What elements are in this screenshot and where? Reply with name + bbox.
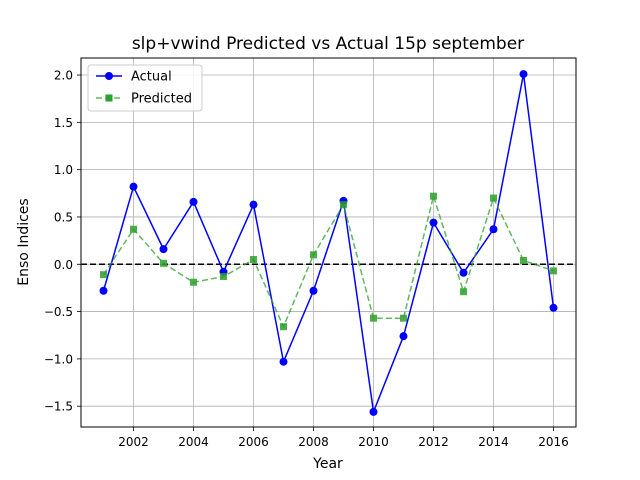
predicted-point	[100, 271, 107, 279]
x-tick-label: 2008	[298, 435, 329, 449]
actual-point	[99, 286, 108, 295]
x-tick-label: 2010	[358, 435, 389, 449]
y-tick-label: 1.5	[54, 116, 73, 130]
actual-point	[129, 182, 138, 191]
predicted-series	[100, 192, 557, 331]
actual-point	[489, 225, 498, 234]
x-tick-label: 2004	[178, 435, 209, 449]
y-tick-label: 0.0	[54, 258, 73, 272]
series-layer	[99, 70, 558, 416]
y-tick-label: −1.0	[44, 352, 73, 366]
x-tick-label: 2006	[238, 435, 269, 449]
legend-actual-marker	[105, 72, 113, 80]
predicted-point	[550, 267, 557, 275]
x-tick-label: 2014	[478, 435, 509, 449]
predicted-point	[370, 314, 377, 322]
predicted-point	[250, 256, 257, 264]
chart-title: slp+vwind Predicted vs Actual 15p septem…	[132, 34, 524, 54]
y-tick-label: −0.5	[44, 305, 73, 319]
y-tick-label: 0.5	[54, 210, 73, 224]
predicted-point	[520, 256, 527, 264]
actual-point	[459, 268, 468, 277]
predicted-point	[310, 251, 317, 259]
actual-point	[549, 303, 558, 312]
actual-point	[369, 407, 378, 416]
y-tick-label: 1.0	[54, 163, 73, 177]
grid-lines	[81, 58, 576, 427]
y-axis-label: Enso Indices	[16, 198, 32, 285]
x-tick-label: 2012	[418, 435, 449, 449]
predicted-point	[130, 225, 137, 233]
x-tick-label: 2002	[118, 435, 149, 449]
x-axis-ticks: 2002 2004 2006 2008 2010 2012 2014 2016	[118, 427, 569, 449]
predicted-point	[460, 288, 467, 296]
predicted-point	[280, 323, 287, 331]
y-tick-label: −1.5	[44, 400, 73, 414]
actual-point	[429, 218, 438, 227]
actual-line	[102, 73, 555, 413]
legend-predicted-label: Predicted	[131, 92, 192, 107]
predicted-point	[220, 273, 227, 281]
predicted-line	[102, 195, 554, 328]
legend-actual-label: Actual	[131, 70, 172, 85]
legend-predicted-marker	[105, 94, 113, 102]
actual-point	[159, 245, 168, 254]
plot-frame	[80, 57, 577, 428]
actual-point	[519, 70, 528, 79]
predicted-point	[160, 259, 167, 267]
actual-point	[249, 200, 258, 209]
y-axis-ticks: −1.5 −1.0 −0.5 0.0 0.5 1.0 1.5 2.0	[44, 69, 81, 414]
legend: Actual Predicted	[87, 64, 203, 112]
predicted-point	[400, 314, 407, 322]
actual-point	[279, 357, 288, 366]
predicted-point	[340, 201, 347, 209]
predicted-point	[430, 192, 437, 200]
predicted-point	[190, 278, 197, 286]
y-tick-label: 2.0	[54, 69, 73, 83]
actual-point	[399, 332, 408, 341]
actual-point	[309, 286, 318, 295]
actual-series	[99, 70, 558, 416]
x-axis-label: Year	[312, 456, 343, 472]
x-tick-label: 2016	[538, 435, 569, 449]
actual-point	[189, 197, 198, 206]
predicted-point	[490, 194, 497, 202]
